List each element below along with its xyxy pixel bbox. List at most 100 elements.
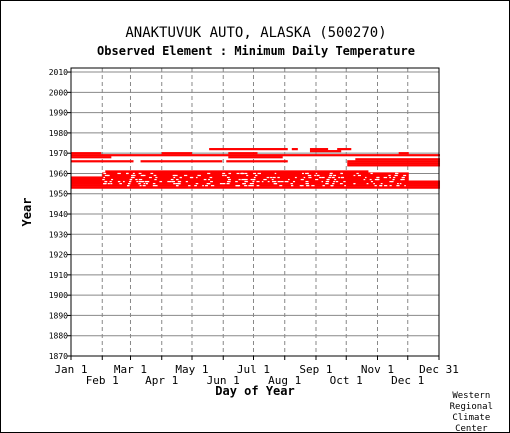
gap-mark bbox=[107, 174, 110, 177]
data-segment bbox=[71, 160, 134, 163]
y-tick-label: 1930 bbox=[49, 230, 68, 239]
gap-mark bbox=[244, 185, 248, 187]
gap-mark bbox=[143, 183, 146, 185]
gap-mark bbox=[126, 172, 129, 175]
gap-mark bbox=[147, 180, 150, 183]
gap-mark bbox=[384, 185, 388, 187]
gap-mark bbox=[249, 183, 252, 185]
gap-mark bbox=[277, 180, 281, 183]
data-segment bbox=[71, 180, 441, 183]
gap-mark bbox=[399, 183, 402, 185]
gap-mark bbox=[329, 172, 333, 175]
gap-mark bbox=[106, 174, 109, 177]
gap-mark bbox=[273, 183, 277, 185]
y-tick-label: 1870 bbox=[49, 352, 68, 361]
gap-mark bbox=[377, 178, 380, 181]
gap-mark bbox=[103, 172, 107, 175]
gap-mark bbox=[152, 183, 156, 185]
y-tick-label: 2010 bbox=[49, 68, 68, 77]
gap-mark bbox=[305, 180, 309, 183]
gap-mark bbox=[167, 180, 171, 183]
gap-mark bbox=[117, 172, 121, 175]
gap-mark bbox=[340, 176, 345, 179]
gap-mark bbox=[138, 172, 142, 175]
gap-mark bbox=[226, 183, 230, 185]
gap-mark bbox=[132, 172, 135, 175]
gap-mark bbox=[303, 176, 306, 179]
gap-mark bbox=[227, 178, 231, 181]
gap-mark bbox=[401, 178, 405, 181]
gap-mark bbox=[152, 185, 156, 187]
y-tick-label: 1970 bbox=[49, 149, 68, 158]
gap-mark bbox=[138, 183, 141, 185]
data-segment bbox=[228, 156, 283, 159]
gap-mark bbox=[292, 180, 296, 183]
gap-mark bbox=[194, 185, 197, 187]
gap-mark bbox=[177, 180, 182, 183]
gap-mark bbox=[188, 185, 191, 187]
gap-mark bbox=[179, 176, 182, 179]
gap-mark bbox=[261, 180, 264, 183]
station-title: ANAKTUVUK AUTO, ALASKA (500270) bbox=[125, 25, 387, 41]
gap-mark bbox=[300, 178, 303, 181]
gap-mark bbox=[279, 185, 283, 187]
gap-mark bbox=[280, 180, 284, 183]
gap-mark bbox=[274, 172, 277, 175]
y-tick-label: 1960 bbox=[49, 169, 68, 178]
gap-mark bbox=[315, 178, 319, 181]
gap-mark bbox=[117, 180, 121, 183]
gap-mark bbox=[169, 180, 172, 183]
grid-layer bbox=[71, 68, 439, 357]
x-axis-label: Day of Year bbox=[215, 384, 294, 398]
gap-mark bbox=[219, 183, 223, 185]
data-segment bbox=[291, 148, 298, 151]
gap-mark bbox=[332, 183, 335, 185]
gap-mark bbox=[374, 185, 377, 187]
y-tick-label: 1890 bbox=[49, 311, 68, 320]
gap-mark bbox=[325, 180, 330, 183]
gap-mark bbox=[274, 180, 277, 183]
gap-mark bbox=[123, 180, 125, 183]
credit-text: Western Regional Climate Center bbox=[450, 391, 493, 432]
gap-mark bbox=[142, 185, 146, 187]
gap-mark bbox=[370, 180, 373, 183]
gap-mark bbox=[272, 180, 276, 183]
y-tick-label: 1990 bbox=[49, 109, 68, 118]
gap-mark bbox=[383, 176, 388, 179]
data-segment bbox=[347, 162, 441, 165]
gap-mark bbox=[306, 185, 310, 187]
gap-mark bbox=[177, 183, 181, 185]
gap-mark bbox=[155, 185, 158, 187]
gap-mark bbox=[328, 176, 331, 179]
gap-mark bbox=[365, 176, 367, 179]
gap-mark bbox=[222, 172, 226, 175]
data-segment bbox=[226, 160, 288, 163]
y-tick-label: 1950 bbox=[49, 190, 68, 199]
gap-mark bbox=[202, 185, 204, 187]
gap-mark bbox=[302, 178, 304, 181]
gap-mark bbox=[145, 183, 148, 185]
gap-mark bbox=[267, 180, 270, 183]
x-tick-label: Dec 1 bbox=[391, 374, 424, 387]
gap-mark bbox=[392, 178, 395, 181]
y-tick-label: 1920 bbox=[49, 251, 68, 260]
data-segment bbox=[309, 150, 342, 153]
gap-mark bbox=[321, 176, 325, 179]
gap-mark bbox=[344, 185, 346, 187]
gap-mark bbox=[316, 174, 320, 177]
gap-mark bbox=[307, 174, 312, 177]
gap-mark bbox=[397, 183, 399, 185]
gap-mark bbox=[128, 183, 131, 185]
gap-mark bbox=[403, 174, 407, 177]
data-segment bbox=[140, 160, 223, 163]
gap-mark bbox=[210, 180, 213, 183]
gap-mark bbox=[103, 176, 106, 179]
gap-mark bbox=[176, 185, 179, 187]
x-tick-label: Dec 31 bbox=[419, 363, 459, 376]
gap-mark bbox=[305, 183, 308, 185]
gap-mark bbox=[333, 180, 336, 183]
gap-mark bbox=[250, 178, 253, 181]
gap-mark bbox=[284, 180, 288, 183]
gap-mark bbox=[370, 172, 373, 175]
